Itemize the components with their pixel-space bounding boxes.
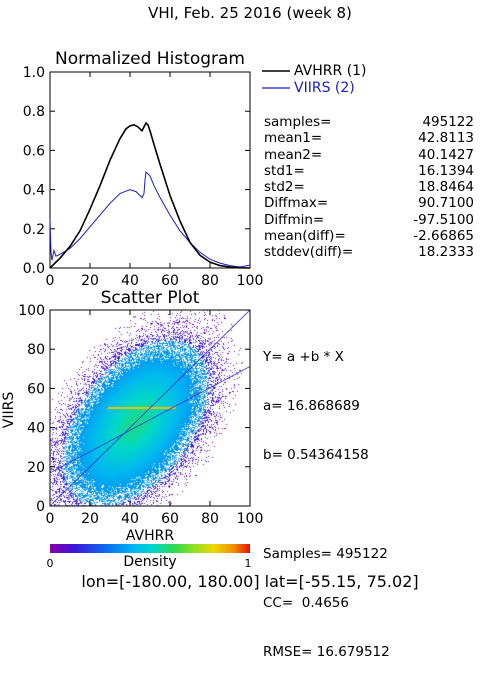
stat-mean2: mean2= 40.1427	[264, 146, 474, 163]
regression-fit-line	[49, 365, 251, 474]
viirs-histogram-line	[49, 170, 251, 268]
scatter-xtick-label: 40	[121, 511, 139, 527]
hist-ytick-label: 1.0	[23, 65, 45, 81]
hist-xtick-label: 40	[121, 273, 139, 289]
scatter-ytick-label: 80	[27, 342, 45, 358]
fit-rmse: RMSE= 16.679512	[263, 644, 390, 661]
density-colorbar	[50, 544, 250, 553]
scatter-ytick-label: 20	[27, 460, 45, 476]
legend-label-avhrr: AVHRR (1)	[294, 63, 367, 79]
fit-samples: Samples= 495122	[263, 545, 388, 562]
fit-cc: CC= 0.4656	[263, 594, 349, 611]
hist-xtick-label: 80	[201, 273, 219, 289]
one-to-one-line	[49, 309, 251, 507]
scatter-ytick-label: 0	[36, 499, 45, 515]
histogram-plot-frame	[49, 71, 251, 269]
colorbar-min-label: 0	[47, 557, 54, 570]
histogram-title: Normalized Histogram	[55, 49, 245, 69]
hist-ytick-label: 0.0	[23, 261, 45, 277]
histogram-statistics: samples= 495122 mean1= 42.8113 mean2= 40.14…	[264, 114, 474, 261]
stat-mean-diff: mean(diff)= -2.66865	[264, 228, 474, 245]
scatter-plot-frame	[49, 309, 251, 507]
stat-samples: samples= 495122	[264, 114, 474, 130]
fit-spacer	[263, 496, 390, 512]
stat-diffmin: Diffmin= -97.5100	[264, 211, 474, 228]
fit-intercept: a= 16.868689	[263, 398, 360, 415]
stat-std2: std2= 18.8464	[264, 179, 474, 196]
fit-equation: Y= a +b * X	[263, 348, 344, 365]
hist-xtick-label: 0	[46, 273, 55, 289]
hist-ytick-label: 0.8	[23, 104, 45, 120]
hist-xtick-label: 20	[81, 273, 99, 289]
fit-slope: b= 0.54364158	[263, 447, 369, 464]
region-bounds: lon=[-180.00, 180.00] lat=[-55.15, 75.02…	[81, 572, 419, 591]
scatter-xtick-label: 0	[46, 511, 55, 527]
scatter-ytick-label: 40	[27, 421, 45, 437]
scatter-xlabel: AVHRR	[126, 528, 175, 544]
histogram-chart: Normalized Histogram 0.00.20.40.60.81.0 …	[23, 49, 367, 289]
scatter-ytick-label: 60	[27, 381, 45, 397]
stat-diffmax: Diffmax= 90.7100	[264, 195, 474, 212]
scatter-xtick-label: 60	[161, 511, 179, 527]
scatter-ytick-label: 100	[18, 303, 45, 319]
scatter-title: Scatter Plot	[101, 288, 200, 308]
stat-stddev-diff: stddev(diff)= 18.2333	[264, 244, 474, 261]
scatter-xtick-label: 100	[237, 511, 264, 527]
hist-xtick-label: 100	[237, 273, 264, 289]
scatter-fit-statistics: Y= a +b * X a= 16.868689 b= 0.54364158 S…	[263, 316, 390, 677]
scatter-chart: Scatter Plot 0 20 40 60 80 100 0 20 40 60 80 100 A…	[1, 288, 264, 570]
hist-ytick-label: 0.2	[23, 222, 45, 238]
colorbar-label: Density	[123, 554, 176, 570]
hist-ytick-label: 0.4	[23, 183, 45, 199]
stat-mean1: mean1= 42.8113	[264, 130, 474, 147]
avhrr-histogram-line	[49, 121, 251, 269]
colorbar-max-label: 1	[245, 557, 252, 570]
scatter-xtick-label: 20	[81, 511, 99, 527]
scatter-xtick-label: 80	[201, 511, 219, 527]
scatter-ylabel: VIIRS	[1, 392, 17, 429]
stat-std1: std1= 16.1394	[264, 162, 474, 179]
hist-xtick-label: 60	[161, 273, 179, 289]
hist-ytick-label: 0.6	[23, 143, 45, 159]
main-title: VHI, Feb. 25 2016 (week 8)	[148, 4, 352, 22]
legend-label-viirs: VIIRS (2)	[294, 80, 355, 96]
